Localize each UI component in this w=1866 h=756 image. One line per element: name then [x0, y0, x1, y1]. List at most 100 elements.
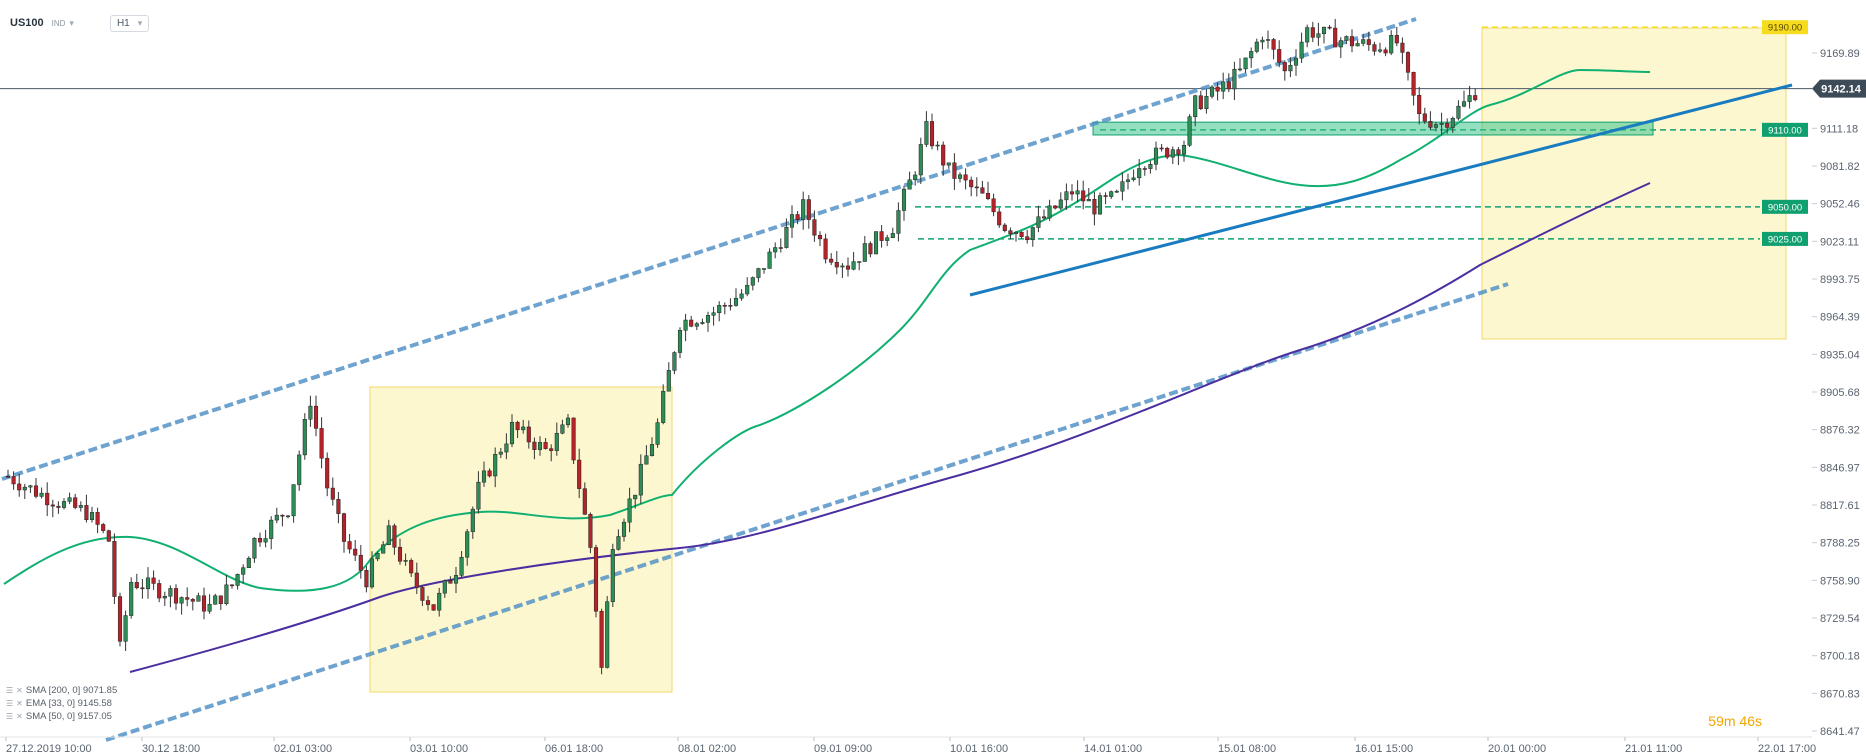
- candle[interactable]: [498, 447, 503, 458]
- candle[interactable]: [213, 593, 218, 605]
- candle[interactable]: [1456, 100, 1461, 121]
- candle[interactable]: [403, 553, 408, 566]
- candle[interactable]: [1013, 230, 1019, 242]
- candle[interactable]: [33, 478, 39, 499]
- candle[interactable]: [661, 384, 666, 425]
- candle[interactable]: [929, 113, 935, 150]
- candle[interactable]: [285, 515, 291, 519]
- candle[interactable]: [179, 596, 184, 615]
- candle[interactable]: [1165, 146, 1170, 160]
- candle[interactable]: [980, 180, 985, 194]
- candle[interactable]: [1361, 33, 1366, 47]
- candle[interactable]: [952, 153, 957, 190]
- candle[interactable]: [1243, 57, 1248, 73]
- candle[interactable]: [509, 414, 515, 448]
- candle[interactable]: [5, 469, 11, 478]
- candle[interactable]: [39, 487, 44, 499]
- candle[interactable]: [1333, 18, 1338, 48]
- candle[interactable]: [1221, 72, 1226, 100]
- candle[interactable]: [1019, 231, 1024, 239]
- indicator-row-sma200[interactable]: ☰ ✕ SMA [200, 0] 9071.85: [6, 684, 117, 697]
- candle[interactable]: [201, 587, 207, 620]
- candle[interactable]: [896, 202, 901, 242]
- candle[interactable]: [112, 533, 117, 605]
- candle[interactable]: [666, 362, 671, 392]
- settings-icon[interactable]: ☰: [6, 699, 14, 708]
- candle[interactable]: [705, 311, 711, 332]
- candle[interactable]: [45, 482, 50, 517]
- candle[interactable]: [913, 171, 918, 186]
- candle[interactable]: [1316, 22, 1321, 46]
- sma-50-line[interactable]: [3, 68, 1651, 592]
- candle[interactable]: [616, 529, 621, 551]
- consolidation-zone-left[interactable]: [369, 386, 673, 693]
- candle[interactable]: [722, 302, 727, 315]
- symbol-name[interactable]: US100: [10, 17, 44, 29]
- candle[interactable]: [1265, 30, 1271, 49]
- settings-icon[interactable]: ☰: [6, 712, 14, 721]
- candle[interactable]: [1473, 88, 1478, 102]
- candle[interactable]: [829, 253, 834, 266]
- candle[interactable]: [1372, 41, 1377, 56]
- candle[interactable]: [302, 413, 307, 460]
- candle[interactable]: [1445, 118, 1450, 134]
- candle[interactable]: [638, 454, 643, 504]
- candle[interactable]: [649, 437, 655, 457]
- candle[interactable]: [420, 585, 425, 607]
- candle[interactable]: [1327, 25, 1332, 30]
- candle[interactable]: [117, 592, 123, 647]
- candle[interactable]: [761, 268, 767, 274]
- candle[interactable]: [1148, 160, 1153, 174]
- candle[interactable]: [1137, 159, 1142, 186]
- candle[interactable]: [817, 231, 823, 247]
- candle[interactable]: [397, 538, 403, 565]
- candle[interactable]: [806, 195, 811, 229]
- candle[interactable]: [246, 556, 251, 568]
- candle[interactable]: [901, 185, 907, 221]
- candle[interactable]: [1433, 122, 1439, 132]
- candle[interactable]: [1008, 227, 1013, 240]
- candle[interactable]: [879, 225, 884, 248]
- price-level-tag[interactable]: [1762, 199, 1808, 214]
- candle[interactable]: [515, 420, 520, 439]
- candle[interactable]: [1226, 73, 1231, 93]
- candle[interactable]: [134, 573, 139, 590]
- candle[interactable]: [812, 210, 817, 242]
- sma-200-line[interactable]: [129, 182, 1651, 673]
- candle[interactable]: [106, 529, 111, 542]
- candle[interactable]: [504, 433, 509, 460]
- candle[interactable]: [1366, 31, 1371, 51]
- candle[interactable]: [437, 587, 442, 617]
- candle[interactable]: [543, 437, 548, 450]
- candle[interactable]: [873, 231, 879, 255]
- candle[interactable]: [1092, 191, 1097, 226]
- candle[interactable]: [1159, 143, 1164, 152]
- candle[interactable]: [1377, 42, 1383, 53]
- candle[interactable]: [778, 238, 783, 253]
- candle[interactable]: [582, 482, 587, 515]
- candle[interactable]: [308, 395, 313, 427]
- consolidation-zone-right[interactable]: [1481, 27, 1787, 340]
- candle[interactable]: [537, 436, 543, 456]
- price-level-tag[interactable]: [1762, 122, 1808, 137]
- candle[interactable]: [1254, 38, 1259, 54]
- candle[interactable]: [627, 487, 632, 533]
- candle[interactable]: [1187, 114, 1192, 147]
- candle[interactable]: [375, 551, 380, 562]
- current-price-tag[interactable]: [1812, 79, 1866, 98]
- candle[interactable]: [1081, 180, 1086, 210]
- candle[interactable]: [1411, 71, 1416, 106]
- candle[interactable]: [123, 610, 128, 651]
- candle[interactable]: [17, 473, 22, 497]
- candle[interactable]: [728, 298, 733, 311]
- candle[interactable]: [1422, 107, 1427, 124]
- candle[interactable]: [448, 576, 453, 584]
- candle[interactable]: [1181, 140, 1187, 162]
- candle[interactable]: [353, 540, 358, 561]
- candle[interactable]: [129, 577, 134, 619]
- candle[interactable]: [61, 498, 67, 510]
- candle[interactable]: [1125, 173, 1131, 190]
- candle[interactable]: [11, 471, 16, 490]
- candle[interactable]: [694, 321, 699, 331]
